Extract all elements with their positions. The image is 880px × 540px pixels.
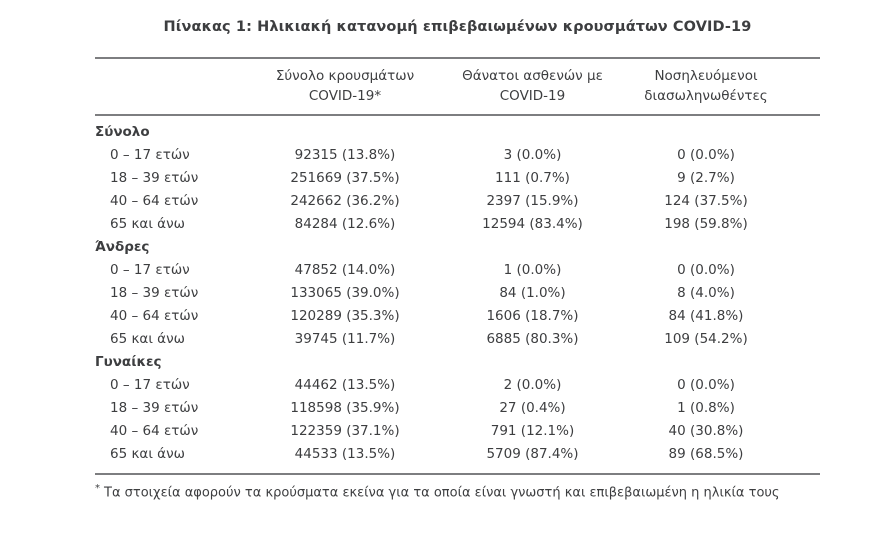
cases-value: 120289 (35.3%) [290,308,400,324]
table-footnote: * Τα στοιχεία αφορούν τα κρούσματα εκείνα… [95,480,820,501]
table-row: 40 – 64 ετών 242662 (36.2%) 2397 (15.9%)… [95,190,820,213]
intubated-value: 198 (59.8%) [664,216,748,232]
intubated-value: 84 (41.8%) [668,308,744,324]
section-header-row: Άνδρες [95,236,820,259]
cases-value: 133065 (39.0%) [290,285,400,301]
cases-value: 92315 (13.8%) [294,147,396,163]
table-row: 0 – 17 ετών 44462 (13.5%) 2 (0.0%) 0 (0.… [95,374,820,397]
section-label: Άνδρες [95,239,150,255]
table-row: 65 και άνω 44533 (13.5%) 5709 (87.4%) 89… [95,443,820,466]
footnote-marker: * [95,483,100,494]
deaths-value: 111 (0.7%) [495,170,570,186]
cases-value: 118598 (35.9%) [290,400,400,416]
table-title: Πίνακας 1: Ηλικιακή κατανομή επιβεβαιωμέ… [163,19,752,35]
table-row: 18 – 39 ετών 251669 (37.5%) 111 (0.7%) 9… [95,167,820,190]
age-group-label: 40 – 64 ετών [110,308,199,324]
intubated-value: 0 (0.0%) [677,147,735,163]
intubated-value: 1 (0.8%) [677,400,735,416]
table-row: 0 – 17 ετών 47852 (14.0%) 1 (0.0%) 0 (0.… [95,259,820,282]
deaths-value: 84 (1.0%) [499,285,566,301]
table-body: Σύνολο 0 – 17 ετών 92315 (13.8%) 3 (0.0%… [95,116,820,475]
table-header: Σύνολο κρουσμάτων COVID-19* Θάνατοι ασθε… [95,57,820,116]
intubated-value: 8 (4.0%) [677,285,735,301]
section-total: Σύνολο 0 – 17 ετών 92315 (13.8%) 3 (0.0%… [95,121,820,236]
age-group-label: 65 και άνω [110,446,185,462]
cases-value: 242662 (36.2%) [290,193,400,209]
table-row: 65 και άνω 84284 (12.6%) 12594 (83.4%) 1… [95,213,820,236]
table-row: 40 – 64 ετών 122359 (37.1%) 791 (12.1%) … [95,420,820,443]
section-men: Άνδρες 0 – 17 ετών 47852 (14.0%) 1 (0.0%… [95,236,820,351]
deaths-value: 6885 (80.3%) [486,331,579,347]
intubated-value: 124 (37.5%) [664,193,748,209]
deaths-value: 1 (0.0%) [503,262,562,278]
deaths-value: 1606 (18.7%) [486,308,579,324]
table-row: 40 – 64 ετών 120289 (35.3%) 1606 (18.7%)… [95,305,820,328]
intubated-value: 0 (0.0%) [677,377,735,393]
age-group-label: 0 – 17 ετών [110,262,190,278]
intubated-value: 109 (54.2%) [664,331,748,347]
intubated-value: 40 (30.8%) [668,423,744,439]
header-intubated: Νοσηλευόμενοι διασωληνωθέντες [620,66,820,106]
header-deaths: Θάνατοι ασθενών με COVID-19 [445,66,620,106]
age-group-label: 40 – 64 ετών [110,193,199,209]
table-row: 65 και άνω 39745 (11.7%) 6885 (80.3%) 10… [95,328,820,351]
cases-value: 251669 (37.5%) [290,170,400,186]
age-group-label: 18 – 39 ετών [110,285,199,301]
header-deaths-line1: Θάνατοι ασθενών με [462,68,603,84]
table-row: 18 – 39 ετών 133065 (39.0%) 84 (1.0%) 8 … [95,282,820,305]
age-group-label: 65 και άνω [110,331,185,347]
cases-value: 122359 (37.1%) [290,423,400,439]
cases-value: 39745 (11.7%) [294,331,396,347]
table-row: 0 – 17 ετών 92315 (13.8%) 3 (0.0%) 0 (0.… [95,144,820,167]
intubated-value: 89 (68.5%) [668,446,744,462]
section-label: Γυναίκες [95,354,162,370]
header-deaths-line2: COVID-19 [499,88,566,104]
document-content: Πίνακας 1: Ηλικιακή κατανομή επιβεβαιωμέ… [95,19,820,501]
header-intubated-line2: διασωληνωθέντες [644,88,768,104]
header-total-cases: Σύνολο κρουσμάτων COVID-19* [245,66,445,106]
age-group-label: 65 και άνω [110,216,185,232]
age-group-label: 0 – 17 ετών [110,377,190,393]
deaths-value: 2397 (15.9%) [486,193,579,209]
footnote-text: Τα στοιχεία αφορούν τα κρούσματα εκείνα … [104,485,780,501]
intubated-value: 0 (0.0%) [677,262,735,278]
section-label: Σύνολο [95,124,150,140]
cases-value: 47852 (14.0%) [294,262,396,278]
header-total-cases-line2: COVID-19* [308,88,382,104]
covid-age-distribution-table: Σύνολο κρουσμάτων COVID-19* Θάνατοι ασθε… [95,57,820,475]
header-row: Σύνολο κρουσμάτων COVID-19* Θάνατοι ασθε… [95,66,820,106]
age-group-label: 18 – 39 ετών [110,170,199,186]
cases-value: 44533 (13.5%) [294,446,396,462]
age-group-label: 18 – 39 ετών [110,400,199,416]
deaths-value: 2 (0.0%) [503,377,562,393]
cases-value: 44462 (13.5%) [294,377,396,393]
deaths-value: 791 (12.1%) [490,423,575,439]
deaths-value: 12594 (83.4%) [482,216,583,232]
deaths-value: 27 (0.4%) [499,400,566,416]
cases-value: 84284 (12.6%) [294,216,396,232]
section-header-row: Σύνολο [95,121,820,144]
header-empty-cell [95,66,245,106]
header-total-cases-line1: Σύνολο κρουσμάτων [275,68,415,84]
header-intubated-line1: Νοσηλευόμενοι [654,68,758,84]
section-header-row: Γυναίκες [95,351,820,374]
deaths-value: 5709 (87.4%) [486,446,579,462]
section-women: Γυναίκες 0 – 17 ετών 44462 (13.5%) 2 (0.… [95,351,820,466]
intubated-value: 9 (2.7%) [677,170,735,186]
age-group-label: 0 – 17 ετών [110,147,190,163]
age-group-label: 40 – 64 ετών [110,423,199,439]
deaths-value: 3 (0.0%) [503,147,562,163]
table-row: 18 – 39 ετών 118598 (35.9%) 27 (0.4%) 1 … [95,397,820,420]
